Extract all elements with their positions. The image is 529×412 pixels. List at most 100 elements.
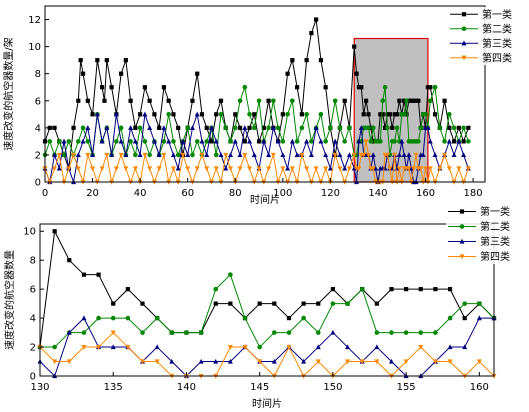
data-point [451,125,457,131]
data-point [384,152,390,158]
data-point [195,71,200,76]
y-tick-label: 8 [30,256,36,267]
data-point [423,166,429,172]
y-axis-label: 速度改变的航空器数量/架 [2,37,15,150]
x-axis-label: 时间片 [252,397,282,410]
data-point [270,152,276,158]
data-point [237,98,243,104]
data-point [447,344,453,350]
data-point [266,125,271,131]
data-point [156,152,162,158]
data-point [78,58,83,63]
data-point [110,315,116,321]
data-point [345,301,350,306]
plot-frame [39,223,495,377]
legend-label: 第一类 [480,205,510,218]
data-point [218,152,224,158]
data-point [132,138,138,144]
data-point [447,359,453,365]
data-point [408,165,414,171]
data-point [416,139,421,144]
data-point [433,287,438,292]
data-point [337,125,343,131]
data-point [232,125,238,131]
data-point [392,152,398,158]
data-point [166,98,171,103]
series-1 [37,229,497,350]
data-point [66,166,72,172]
data-point [81,330,87,335]
data-point [242,315,248,321]
series-3 [42,111,471,185]
x-tick-label: 145 [250,382,269,393]
data-point [256,166,262,172]
data-point [175,165,181,171]
data-point [190,152,195,158]
data-point [366,125,371,131]
legend-marker [459,254,465,260]
data-point [352,44,357,49]
data-point [213,138,219,144]
data-point [47,139,53,144]
data-point [99,166,105,172]
data-point [147,98,152,103]
data-point [170,166,176,172]
data-point [280,112,285,117]
data-point [361,152,367,158]
data-point [52,152,58,158]
data-point [327,165,333,171]
data-point [75,166,81,172]
data-point [67,258,72,263]
data-point [180,138,186,144]
data-point [290,98,295,104]
data-point [437,166,443,172]
data-point [171,139,176,144]
data-point [52,125,57,130]
series-line [39,229,495,348]
data-point [299,112,304,117]
data-point [185,125,191,131]
data-point [285,165,291,171]
data-point [194,111,200,117]
data-point [313,166,319,172]
data-point [161,125,167,130]
data-point [466,125,471,130]
data-point [304,58,309,63]
data-point [290,58,295,63]
data-point [85,139,91,144]
data-point [61,152,67,158]
legend-marker [459,209,465,214]
data-point [99,85,105,90]
data-point [247,138,253,144]
data-point [403,330,409,335]
data-point [275,138,281,144]
data-point [425,125,431,130]
data-point [427,138,433,144]
series-2 [37,272,497,350]
data-point [465,166,471,172]
data-point [451,152,457,158]
legend-marker [461,40,467,46]
data-point [401,152,407,158]
bottom-chart: 130 135 140 145 150 155 160 0 2 4 6 8 10 时间片 速度改变的航空器数… [3,204,528,410]
data-point [447,315,453,321]
data-point [346,166,352,172]
y-tick-label: 4 [35,123,41,134]
data-point [252,112,257,117]
data-point [337,152,343,158]
data-point [251,152,257,158]
data-point [176,125,181,130]
data-point [406,166,412,172]
data-point [332,152,338,158]
data-point [359,286,365,292]
x-tick-label: 120 [321,188,340,199]
data-point [242,84,248,90]
x-tick-label: 140 [177,382,196,393]
data-point [66,329,72,335]
data-point [477,301,482,306]
data-point [370,166,376,172]
y-tick-label: 12 [28,15,41,26]
data-point [110,344,116,350]
y-tick-label: 0 [35,178,41,189]
data-point [476,359,482,365]
